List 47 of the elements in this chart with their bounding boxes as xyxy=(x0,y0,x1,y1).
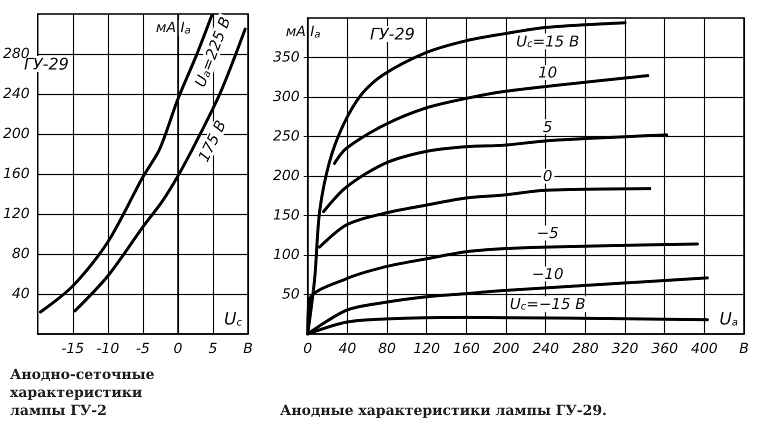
y-tick-label: 50 xyxy=(282,286,300,302)
series-label: Uc=−15 В xyxy=(510,295,586,314)
x-tick-label: 240 xyxy=(532,341,560,357)
y-tick-label: 350 xyxy=(272,50,300,66)
text: 175 В xyxy=(194,117,230,165)
series-label: Uc=15 В xyxy=(516,32,580,50)
y-tick-label: 120 xyxy=(2,206,30,222)
x-axis-title: Ua xyxy=(719,310,738,330)
x-tick-label: 280 xyxy=(572,341,599,357)
y-tick-label: 100 xyxy=(272,247,300,263)
y-axis-title: мА Ia xyxy=(286,24,321,40)
x-tick-label: -15 xyxy=(61,341,84,357)
series-label: −10 xyxy=(532,264,564,283)
y-tick-label: 160 xyxy=(2,166,30,182)
y-tick-label: 150 xyxy=(272,208,300,224)
x-tick-label: 320 xyxy=(612,341,638,357)
text: Ua=225 В xyxy=(191,14,234,90)
x-tick-label: -10 xyxy=(96,341,120,357)
x-tick-label: 40 xyxy=(338,341,356,357)
x-axis-title: Uc xyxy=(224,310,242,330)
x-tick-label: В xyxy=(243,341,253,357)
x-tick-label: 0 xyxy=(173,341,182,357)
y-tick-label: 300 xyxy=(272,89,300,105)
y-tick-label: 200 xyxy=(2,126,30,142)
x-tick-label: 400 xyxy=(690,341,718,357)
series-label: 5 xyxy=(542,118,552,136)
series-label: 10 xyxy=(538,64,558,82)
series-label: 0 xyxy=(542,167,552,186)
x-tick-label: 0 xyxy=(303,341,312,357)
text: Анодные характеристики лампы ГУ-29. xyxy=(280,403,607,419)
x-tick-label: 80 xyxy=(378,341,396,357)
y-tick-label: 240 xyxy=(2,86,30,102)
x-tick-label: В xyxy=(739,341,749,357)
x-tick-label: 120 xyxy=(413,341,440,357)
y-tick-label: 80 xyxy=(12,246,30,262)
text: Анодно-сеточные характеристики лампы ГУ-2 xyxy=(10,367,160,419)
y-tick-label: 250 xyxy=(272,128,300,144)
chart-title: ГУ-29 xyxy=(370,24,415,44)
x-tick-label: 5 xyxy=(208,341,218,357)
series-label: −5 xyxy=(536,224,559,242)
x-tick-label: 360 xyxy=(651,341,678,357)
x-tick-label: -5 xyxy=(136,341,150,357)
x-tick-label: 160 xyxy=(453,341,480,357)
y-tick-label: 200 xyxy=(272,168,300,184)
x-tick-label: 200 xyxy=(492,341,520,357)
y-tick-label: 40 xyxy=(12,286,30,302)
y-axis-title: мА Ia xyxy=(156,20,191,36)
